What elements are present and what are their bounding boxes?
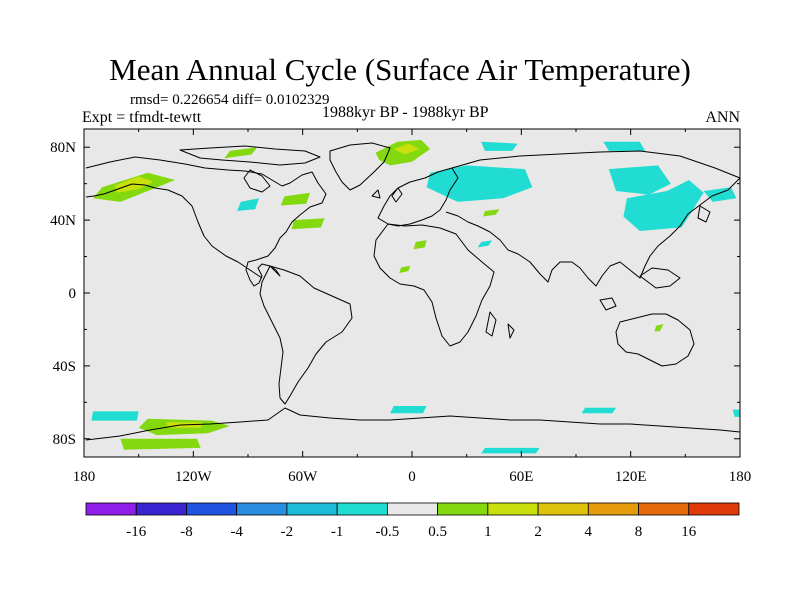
colorbar-label: 2 bbox=[534, 524, 542, 540]
y-tick-label: 80N bbox=[50, 140, 76, 156]
coastline-africa bbox=[373, 223, 497, 347]
colorbar-swatch bbox=[437, 502, 489, 516]
period-label: 1988kyr BP - 1988kyr BP bbox=[322, 104, 489, 121]
colorbar-swatch bbox=[236, 502, 288, 516]
anomaly-region-ross-east bbox=[732, 409, 740, 417]
anomaly-region-arabia bbox=[477, 240, 493, 248]
colorbar-swatch bbox=[135, 502, 187, 516]
colorbar-swatch bbox=[537, 502, 589, 516]
colorbar-swatch bbox=[85, 502, 137, 516]
anomaly-region-barents bbox=[481, 141, 518, 151]
x-tick-label: 0 bbox=[408, 469, 416, 485]
colorbar-label: 8 bbox=[635, 524, 643, 540]
coastline-greenland bbox=[329, 142, 391, 191]
anomaly-region-atlantic-west bbox=[280, 192, 310, 206]
x-tick-label: 180 bbox=[73, 469, 96, 485]
anomaly-region-japan-sea bbox=[623, 180, 704, 231]
anomaly-region-east-antarctica bbox=[481, 447, 540, 454]
colorbar-label: -16 bbox=[126, 524, 146, 540]
anomaly-region-kamchatka bbox=[703, 187, 737, 202]
coastline-south-america bbox=[259, 265, 353, 405]
colorbar-label: -4 bbox=[230, 524, 243, 540]
y-tick-label: 80S bbox=[53, 432, 76, 448]
coastline-arctic-canada bbox=[179, 145, 321, 193]
anomaly-region-kolyma bbox=[603, 141, 646, 151]
colorbar-swatch bbox=[638, 502, 690, 516]
anomaly-region-sahara-b bbox=[399, 265, 411, 273]
colorbar-swatch bbox=[286, 502, 338, 516]
chart-title: Mean Annual Cycle (Surface Air Temperatu… bbox=[109, 52, 691, 87]
anomaly-region-west-siberia bbox=[426, 165, 533, 202]
anomaly-region-weddell-a bbox=[390, 406, 427, 414]
coastline-australia bbox=[615, 313, 695, 367]
coastline-asia bbox=[445, 150, 741, 287]
experiment-label: Expt = tfmdt-tewtt bbox=[82, 109, 202, 126]
y-tick-label: 40S bbox=[53, 359, 76, 375]
anomaly-region-arctic-canada bbox=[224, 147, 258, 159]
colorbar-label: -0.5 bbox=[376, 524, 400, 540]
colorbar-label: 0.5 bbox=[428, 524, 447, 540]
x-tick-label: 120W bbox=[175, 469, 213, 485]
colorbar-swatch bbox=[487, 502, 539, 516]
y-tick-label: 0 bbox=[69, 286, 77, 302]
colorbar-label: -1 bbox=[331, 524, 344, 540]
anomaly-region-central-asia bbox=[483, 209, 500, 217]
x-tick-label: 120E bbox=[615, 469, 647, 485]
colorbar-label: -2 bbox=[281, 524, 294, 540]
anomaly-region-canada-lakes bbox=[237, 198, 259, 211]
anomaly-region-antarctica-south bbox=[120, 438, 201, 450]
x-tick-label: 60E bbox=[509, 469, 533, 485]
colorbar-label: 1 bbox=[484, 524, 492, 540]
stats-label: rmsd= 0.226654 diff= 0.0102329 bbox=[130, 92, 330, 108]
colorbar-swatch bbox=[336, 502, 388, 516]
season-label: ANN bbox=[705, 109, 740, 126]
anomaly-region-greenland-sea-core bbox=[393, 143, 420, 155]
colorbar: -16 -8 -4 -2 -1 -0.5 0.5 1 2 4 8 16 bbox=[85, 502, 740, 540]
coastline-europe bbox=[377, 167, 459, 227]
colorbar-swatch bbox=[386, 502, 439, 516]
anomaly-region-indian-ocean bbox=[581, 407, 617, 414]
anomaly-region-atlantic-front bbox=[291, 218, 325, 230]
colorbar-swatch bbox=[688, 502, 740, 516]
anomaly-region-sahara-a bbox=[413, 240, 427, 250]
colorbar-swatch bbox=[186, 502, 238, 516]
anomaly-region-ross-west bbox=[91, 411, 139, 421]
x-tick-label: 180 bbox=[729, 469, 752, 485]
anomaly-region-east-siberia bbox=[608, 165, 671, 195]
coastline-antarctica bbox=[85, 407, 741, 441]
colorbar-label: -8 bbox=[180, 524, 193, 540]
coastline-islands bbox=[371, 189, 711, 339]
x-tick-label: 60W bbox=[288, 469, 318, 485]
coastlines bbox=[85, 142, 741, 441]
colorbar-swatch bbox=[587, 502, 639, 516]
colorbar-label: 16 bbox=[681, 524, 697, 540]
colorbar-label: 4 bbox=[585, 524, 593, 540]
coastline-north-america bbox=[85, 156, 327, 287]
y-tick-label: 40N bbox=[50, 213, 76, 229]
axis-ticks: 180 120W 60W 0 60E 120E 180 80N 40N 0 40S 80S bbox=[50, 129, 751, 485]
anomaly-region-australia bbox=[654, 324, 664, 332]
